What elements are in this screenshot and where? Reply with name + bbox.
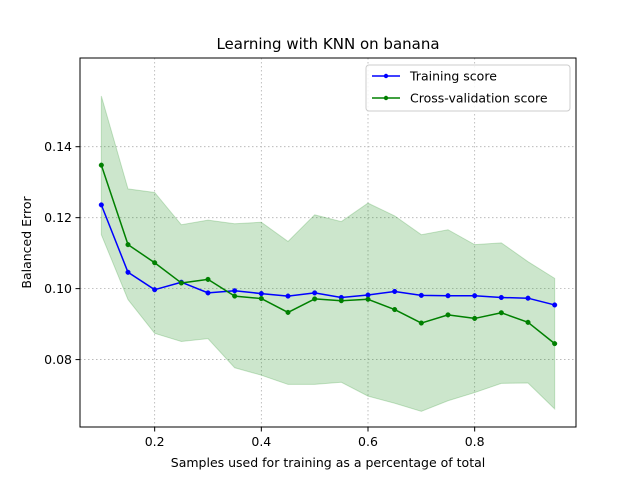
data-point: [205, 276, 211, 282]
y-tick-label: 0.14: [44, 139, 72, 154]
data-point: [338, 298, 344, 304]
data-point: [472, 293, 478, 299]
data-point: [258, 296, 264, 302]
data-point: [392, 288, 398, 295]
data-point: [525, 295, 531, 301]
legend-box: [365, 64, 571, 112]
grid-lines: [80, 58, 576, 427]
data-point: [445, 293, 451, 299]
confidence-bands: [100, 95, 556, 412]
y-tick-label: 0.08: [44, 352, 72, 367]
data-point: [472, 315, 478, 321]
data-point: [445, 312, 451, 318]
x-tick-label: 0.6: [358, 434, 378, 449]
series-line-0: [100, 204, 555, 306]
data-point: [525, 319, 531, 325]
x-axis-ticks: 0.2 0.4 0.6 0.8: [145, 427, 485, 449]
x-tick-label: 0.4: [251, 434, 271, 449]
series-line-1: [100, 164, 556, 345]
data-point: [498, 294, 504, 301]
legend-label-training: Training score: [409, 69, 497, 84]
data-point: [258, 291, 264, 297]
legend-marker-training: [383, 73, 389, 79]
data-point: [498, 310, 504, 316]
data-point: [125, 269, 131, 275]
data-point: [152, 260, 158, 266]
chart-title: Learning with KNN on banana: [216, 35, 439, 53]
data-point: [98, 202, 104, 208]
y-tick-label: 0.12: [44, 210, 72, 225]
data-point: [312, 296, 318, 302]
data-point: [205, 290, 211, 296]
data-point: [232, 293, 238, 299]
y-axis-label: Balanced Error: [19, 196, 34, 289]
data-point: [232, 288, 238, 294]
data-point: [418, 320, 424, 326]
x-axis-label: Samples used for training as a percentag…: [171, 455, 485, 470]
legend: Training score Cross-validation score: [365, 64, 571, 112]
data-point: [152, 287, 158, 293]
data-point: [285, 293, 291, 299]
data-point: [552, 302, 558, 308]
plot-frame: [79, 57, 577, 428]
data-point: [552, 341, 558, 347]
data-point: [312, 290, 318, 296]
legend-marker-cross-validation: [383, 95, 389, 101]
x-tick-label: 0.8: [465, 434, 485, 449]
data-point: [392, 307, 398, 313]
series-lines: [98, 162, 558, 347]
data-point: [98, 162, 104, 168]
series-1: [98, 162, 558, 347]
data-point: [125, 242, 131, 248]
data-point: [365, 292, 371, 298]
y-axis-ticks: 0.08 0.10 0.12 0.14: [44, 139, 80, 367]
data-point: [178, 280, 184, 286]
data-point: [365, 296, 371, 302]
confidence-band-series-1: [100, 95, 556, 412]
plot-area: [80, 58, 576, 427]
legend-label-cross-validation: Cross-validation score: [410, 91, 548, 106]
x-tick-label: 0.2: [145, 434, 165, 449]
y-tick-label: 0.10: [44, 281, 72, 296]
data-point: [418, 292, 424, 298]
data-point: [285, 309, 291, 315]
